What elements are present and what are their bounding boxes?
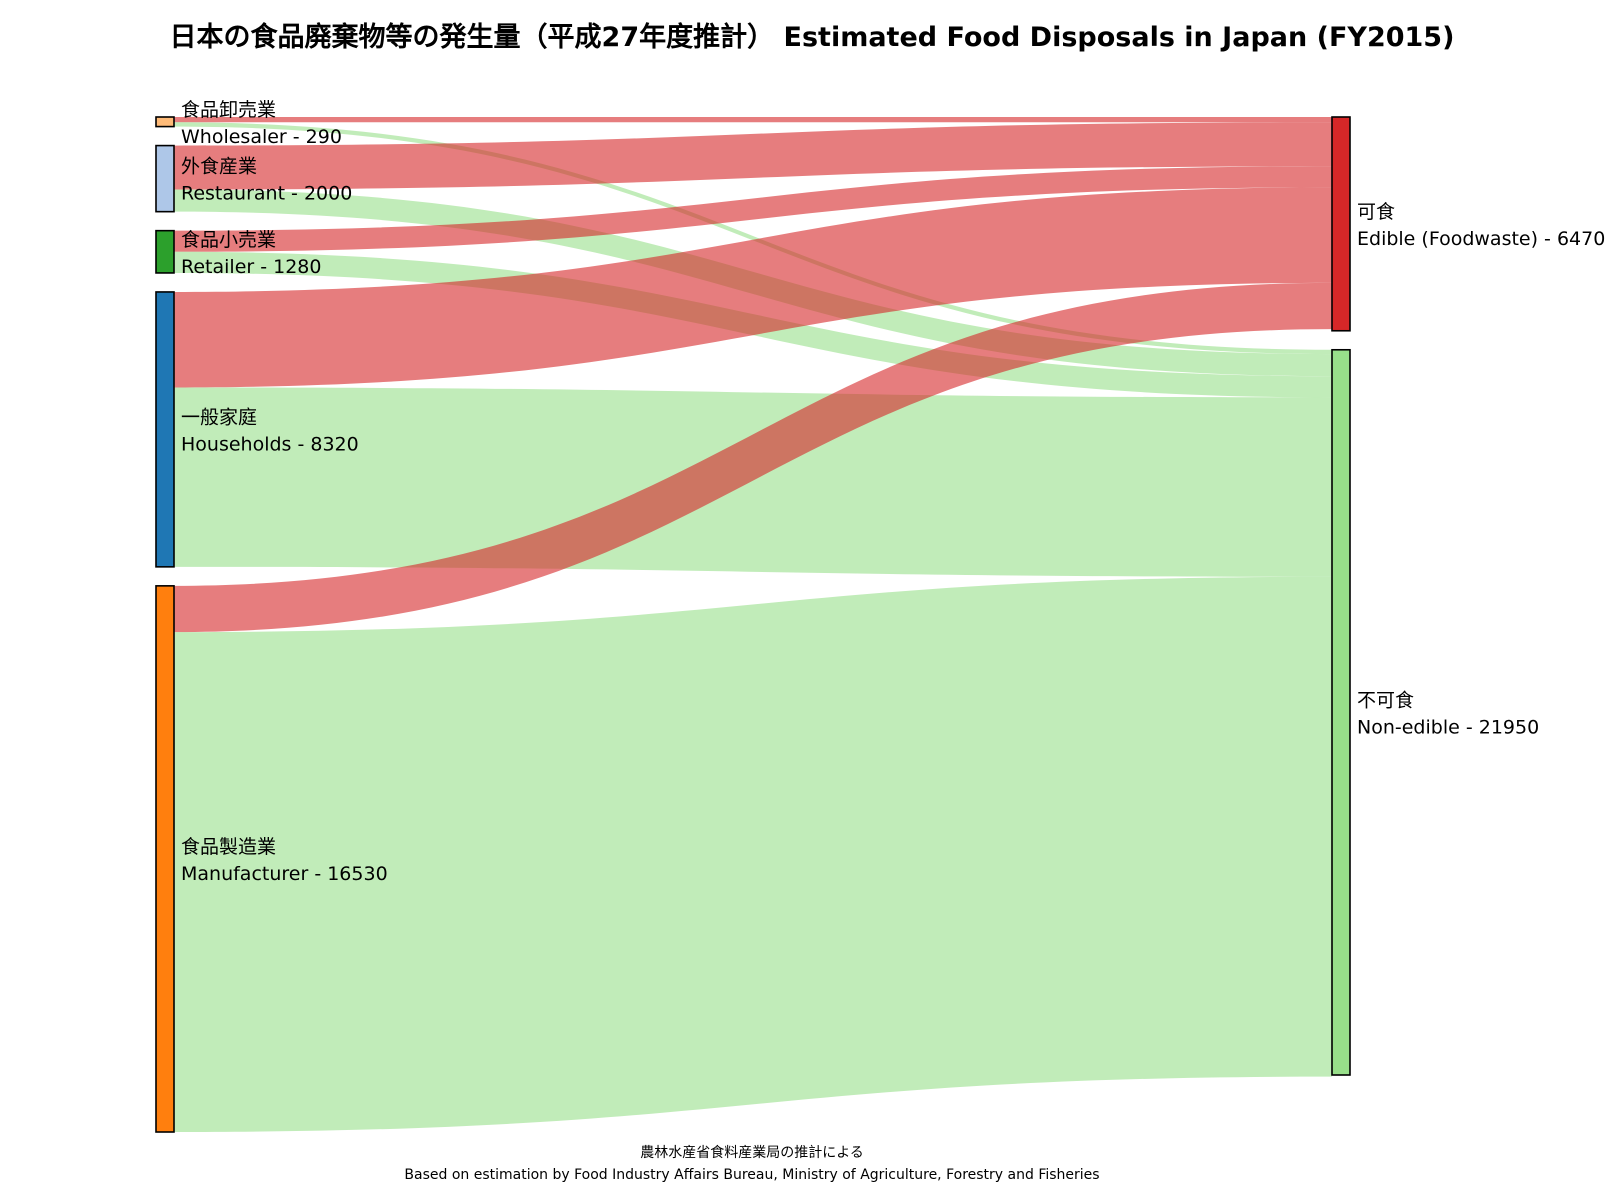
node-manufacturer [155, 585, 175, 1133]
node-label-en-restaurant: Restaurant - 2000 [181, 183, 352, 205]
node-label-ja-households: 一般家庭 [181, 406, 257, 428]
sankey-nodes [155, 116, 1351, 1133]
node-label-ja-edible: 可食 [1357, 201, 1395, 223]
sankey-links [174, 117, 1332, 1132]
node-label-ja-nonedible: 不可食 [1357, 689, 1414, 711]
link-households-edible [174, 187, 1332, 388]
source-note-en: Based on estimation by Food Industry Aff… [404, 1167, 1099, 1183]
link-households-nonedible [174, 387, 1332, 577]
link-restaurant-edible [174, 122, 1332, 190]
node-households [155, 291, 175, 568]
node-nonedible [1331, 348, 1351, 1076]
link-wholesaler-edible [174, 117, 1332, 123]
node-restaurant [155, 144, 175, 213]
node-label-ja-manufacturer: 食品製造業 [181, 836, 276, 858]
chart-title: 日本の食品廃棄物等の発生量（平成27年度推計） Estimated Food D… [170, 21, 1455, 53]
node-label-en-edible: Edible (Foodwaste) - 6470 [1357, 228, 1605, 250]
node-wholesaler [155, 116, 175, 128]
node-label-ja-retailer: 食品小売業 [181, 229, 276, 251]
node-label-ja-wholesaler: 食品卸売業 [181, 99, 276, 121]
link-manufacturer-edible [174, 282, 1332, 633]
node-label-en-wholesaler: Wholesaler - 290 [181, 126, 342, 148]
node-label-en-retailer: Retailer - 1280 [181, 256, 321, 278]
node-label-en-manufacturer: Manufacturer - 16530 [181, 863, 388, 885]
link-retailer-edible [174, 166, 1332, 252]
node-label-en-households: Households - 8320 [181, 433, 359, 455]
node-label-en-nonedible: Non-edible - 21950 [1357, 716, 1539, 738]
node-label-ja-restaurant: 外食産業 [181, 156, 257, 178]
link-wholesaler-nonedible [174, 122, 1332, 355]
sankey-labels: 食品卸売業 Wholesaler - 290 外食産業 Restaurant - 20… [181, 99, 1605, 885]
node-retailer [155, 229, 175, 274]
source-note-ja: 農林水産省食料産業局の推計による [640, 1144, 864, 1161]
link-manufacturer-nonedible [174, 576, 1332, 1132]
node-edible [1331, 116, 1351, 332]
